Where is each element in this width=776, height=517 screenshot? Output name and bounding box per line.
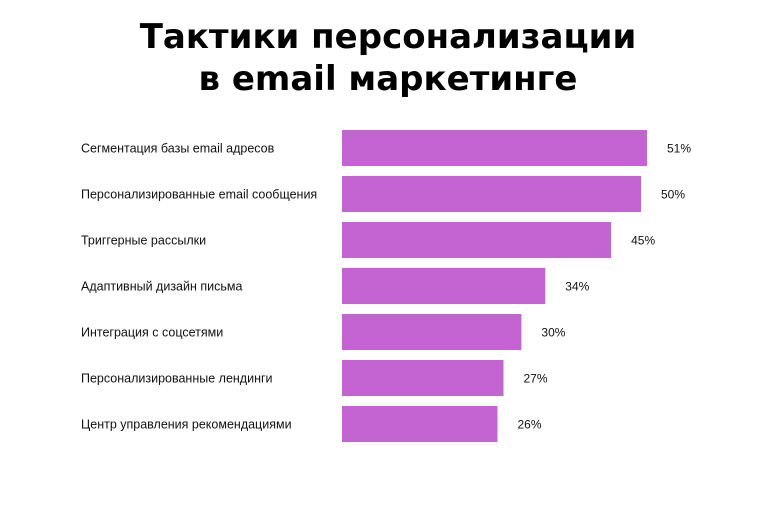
bar [342, 314, 522, 350]
value-label: 26% [518, 418, 542, 432]
chart-title-line-1: Тактики персонализации [139, 17, 637, 57]
value-label: 34% [565, 280, 589, 294]
value-label: 51% [667, 142, 691, 156]
bar [342, 222, 612, 258]
chart-title-line-2: в email маркетинге [198, 59, 578, 99]
category-label: Интеграция с соцсетями [81, 326, 223, 340]
category-label: Триггерные рассылки [81, 234, 206, 248]
bar [342, 176, 641, 212]
value-label: 27% [524, 372, 548, 386]
value-label: 50% [661, 188, 685, 202]
bar [342, 130, 647, 166]
category-label: Центр управления рекомендациями [81, 418, 292, 432]
bar [342, 360, 504, 396]
value-label: 30% [541, 326, 565, 340]
category-label: Адаптивный дизайн письма [81, 280, 242, 294]
category-label: Персонализированные лендинги [81, 372, 273, 386]
category-label: Сегментация базы email адресов [81, 142, 275, 156]
value-label: 45% [631, 234, 655, 248]
category-label: Персонализированные email сообщения [81, 188, 317, 202]
chart-title: Тактики персонализации в email маркетинг… [0, 16, 776, 100]
bar [342, 406, 498, 442]
bar [342, 268, 546, 304]
